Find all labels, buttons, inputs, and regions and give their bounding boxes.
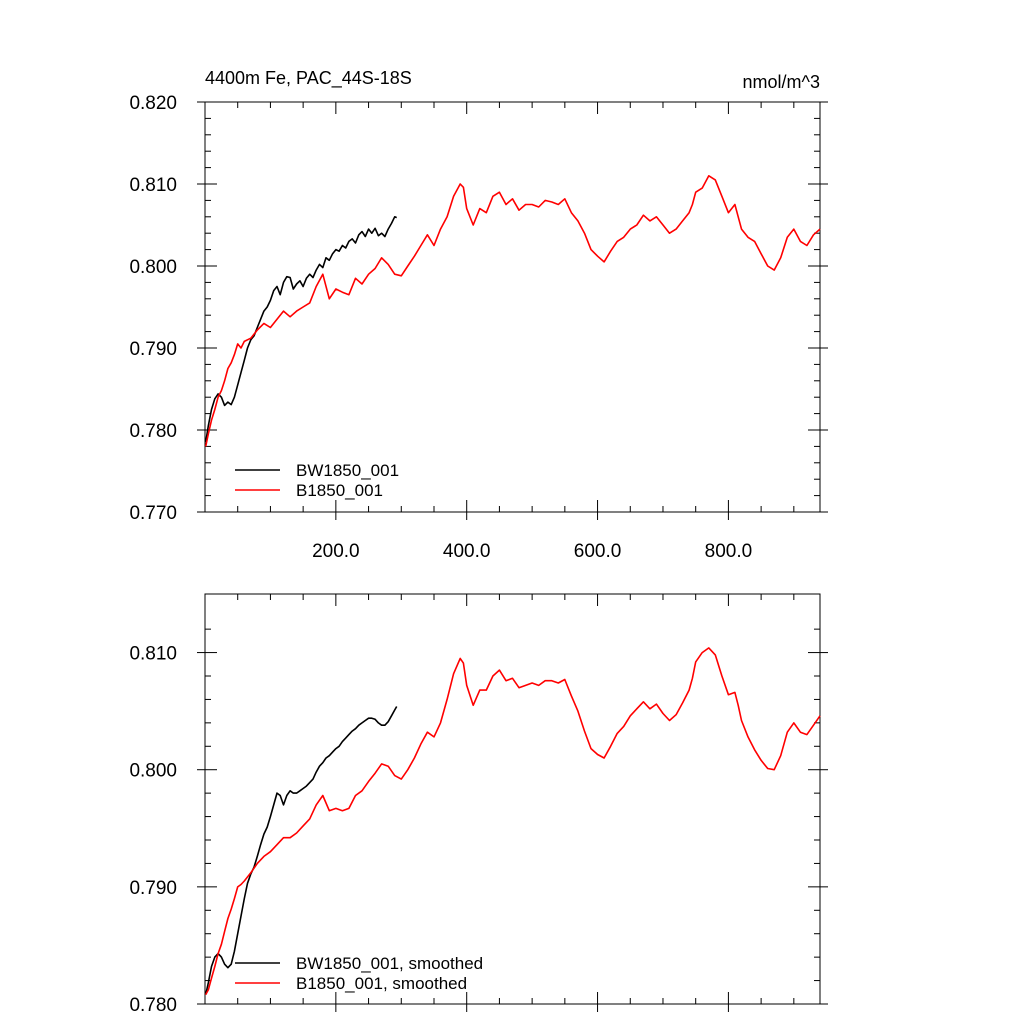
units-label: nmol/m^3: [743, 72, 820, 92]
top-panel: 200.0 400.0 600.0 800.0 0.770 0.780 0.790 0.800…: [129, 68, 828, 562]
plot-frame: [204, 101, 821, 513]
series-line-black: [204, 216, 397, 443]
y-tick-label: 0.800: [129, 257, 177, 278]
plot-frame: [204, 593, 821, 1005]
series-line-black: [204, 706, 398, 995]
y-tick-label: 0.810: [129, 644, 177, 665]
x-tick-label: 600.0: [574, 541, 622, 562]
x-tick-label: 800.0: [705, 541, 753, 562]
y-tick-label: 0.810: [129, 175, 177, 196]
y-tick-label: 0.780: [129, 421, 177, 442]
x-tick-label: 400.0: [443, 541, 491, 562]
y-tick-label: 0.820: [129, 93, 177, 114]
series-line-red: [204, 175, 821, 447]
legend-label: B1850_001, smoothed: [296, 974, 467, 993]
y-tick-label: 0.770: [129, 503, 177, 524]
chart-title: 4400m Fe, PAC_44S-18S: [205, 68, 412, 89]
x-tick-label: 200.0: [312, 541, 360, 562]
legend-label: B1850_001: [296, 481, 383, 500]
y-tick-label: 0.790: [129, 878, 177, 899]
y-tick-label: 0.780: [129, 995, 177, 1016]
bottom-panel: 0.780 0.790 0.800 0.810 BW1850_001, smoothed…: [129, 593, 828, 1016]
y-tick-label: 0.800: [129, 761, 177, 782]
legend-label: BW1850_001, smoothed: [296, 954, 483, 973]
series-line-red: [204, 647, 821, 995]
legend-label: BW1850_001: [296, 461, 399, 480]
y-tick-label: 0.790: [129, 339, 177, 360]
